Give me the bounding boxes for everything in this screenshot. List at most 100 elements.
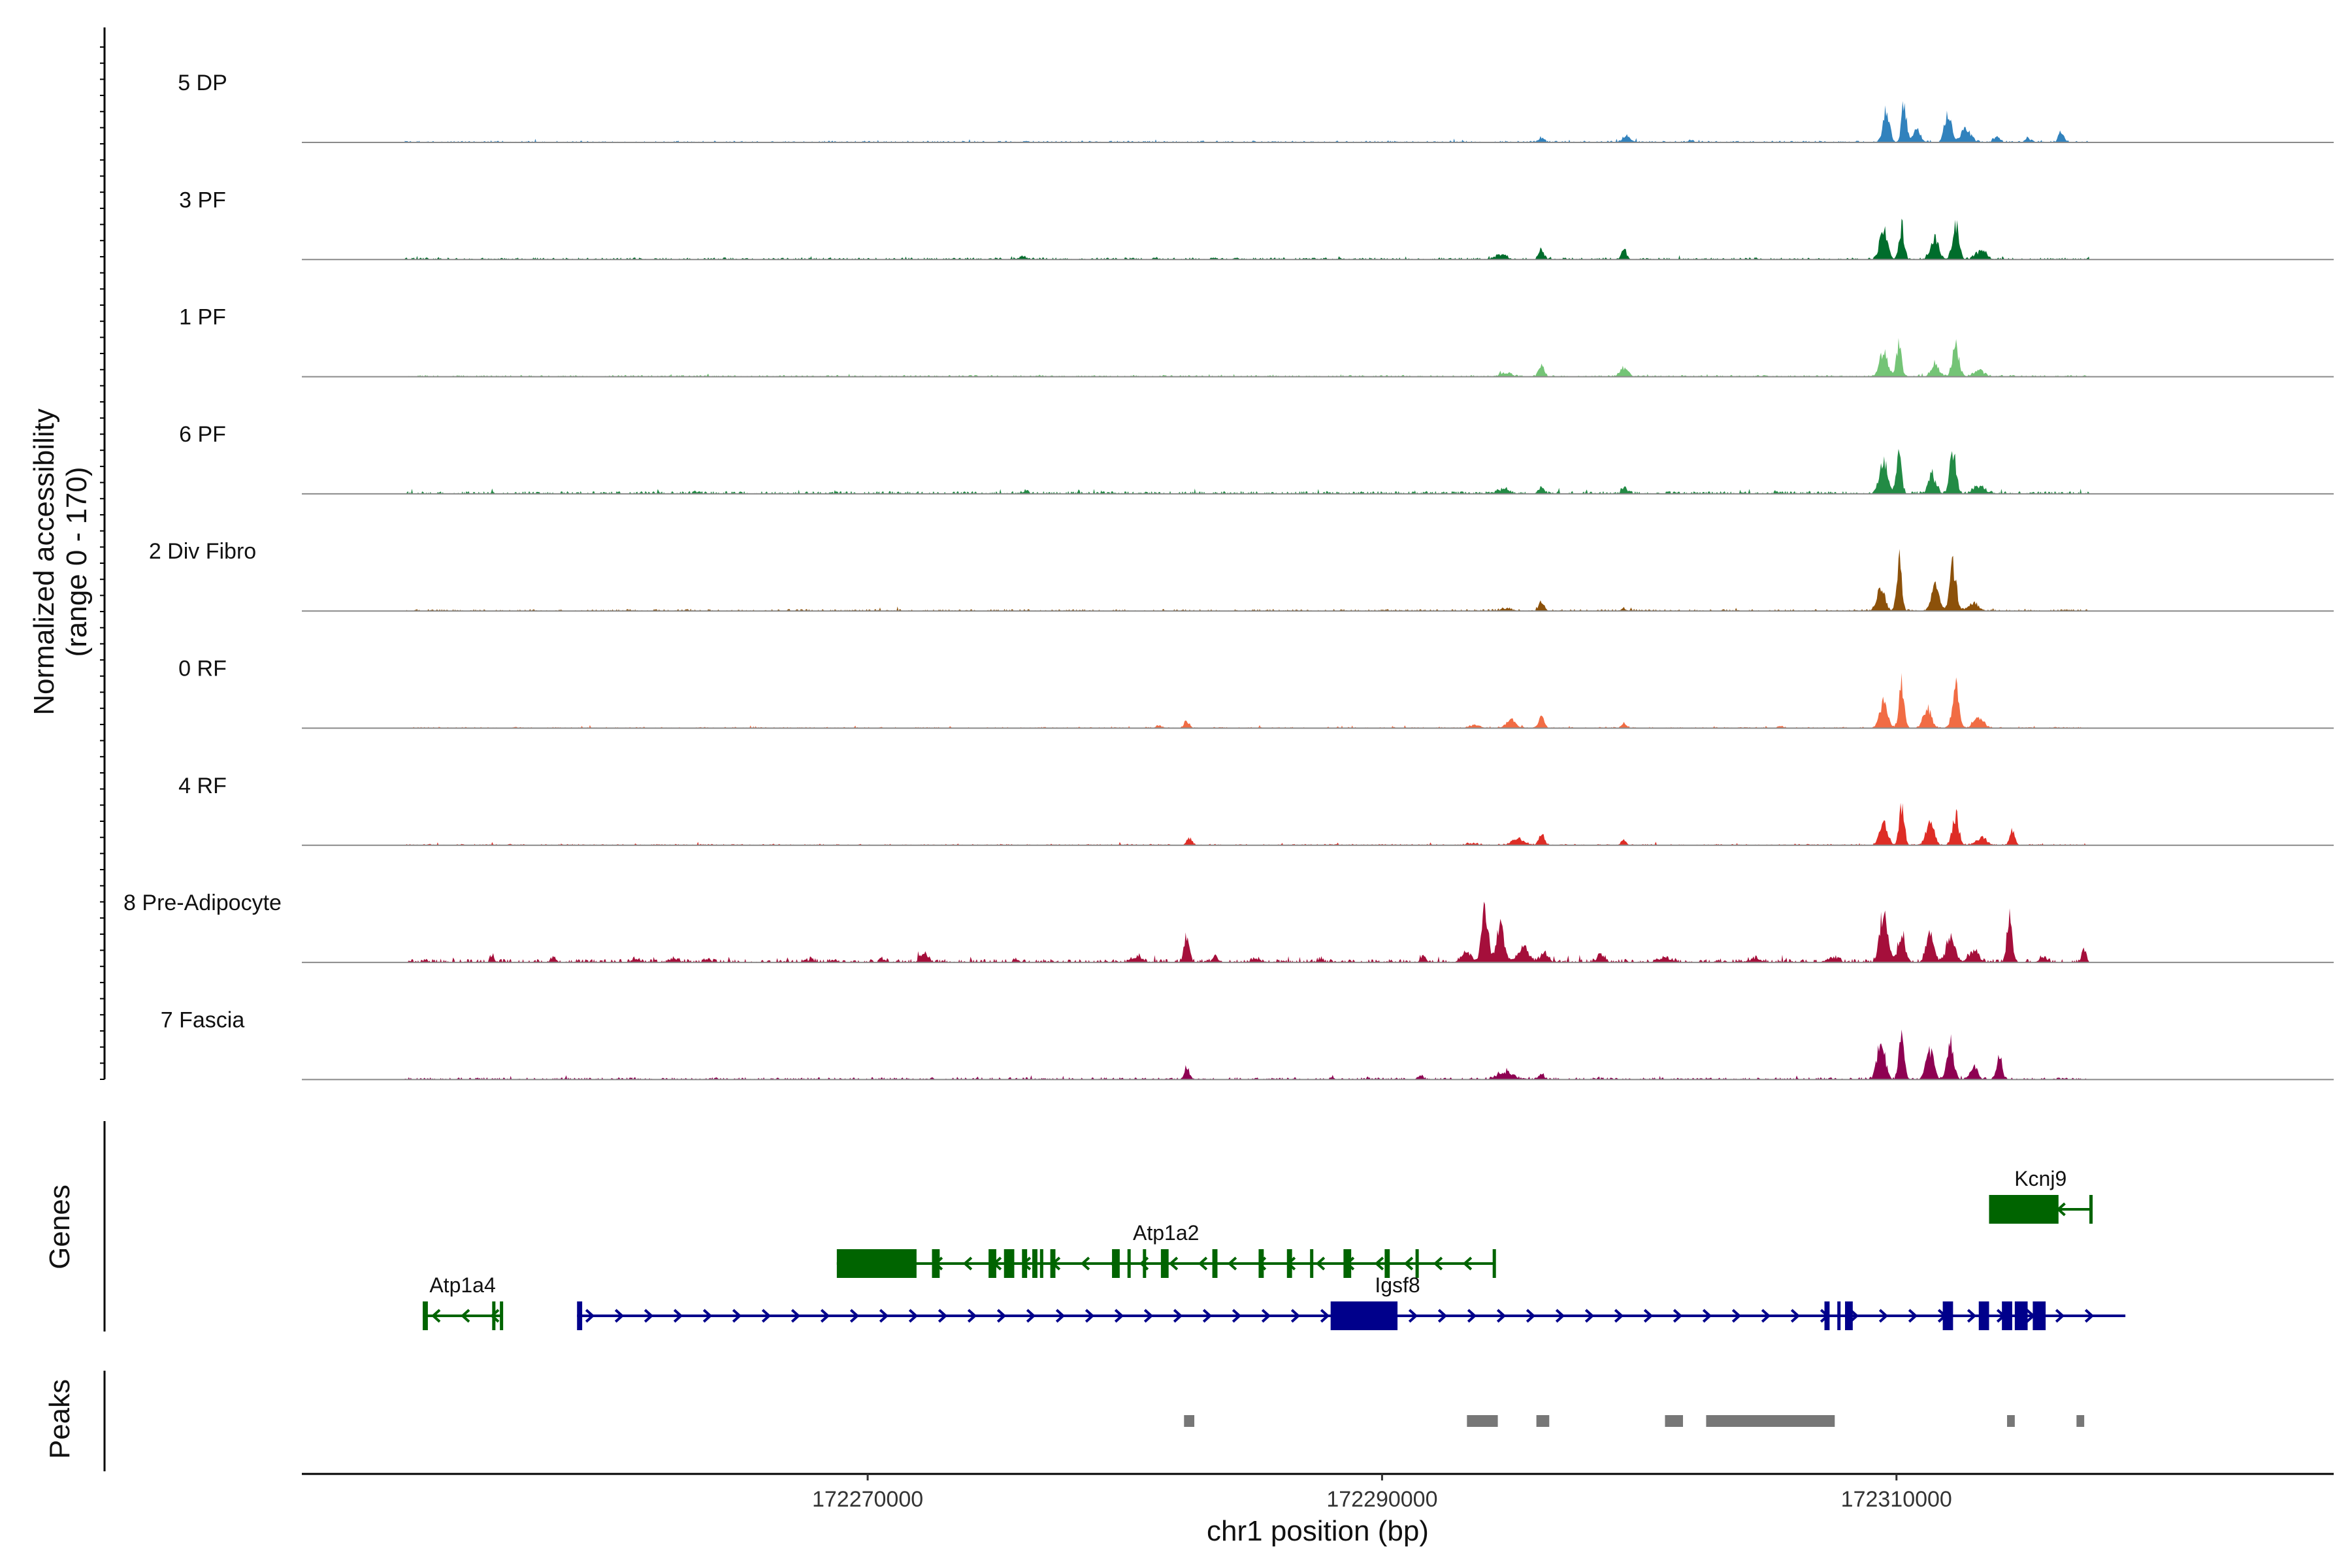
strand-arrow [1643, 1309, 1654, 1323]
gene-exon [492, 1301, 496, 1330]
gene-label: Atp1a2 [1133, 1221, 1199, 1245]
strand-arrow [1290, 1309, 1301, 1323]
gene-exon [1032, 1249, 1037, 1278]
gene-exon [1415, 1249, 1419, 1278]
coverage-area [404, 449, 2089, 494]
track-label: 1 PF [179, 305, 226, 330]
strand-arrow [1408, 1309, 1418, 1323]
peak-region [1184, 1415, 1195, 1427]
coverage-panel: 5 DP 3 PF 1 PF 6 PF 2 Div Fibro 0 RF 4 RF 8 Pre… [100, 27, 2334, 1081]
gene-exon [1112, 1249, 1120, 1278]
gene-exon [2089, 1195, 2093, 1224]
x-tick-label: 172310000 [1841, 1487, 1952, 1512]
strand-arrow [791, 1309, 801, 1323]
strand-arrow [431, 1309, 441, 1323]
strand-arrow [1555, 1309, 1565, 1323]
track-label: 8 Pre-Adipocyte [123, 890, 282, 915]
strand-arrow [614, 1309, 625, 1323]
strand-arrow [1908, 1309, 1918, 1323]
strand-arrow [2055, 1309, 2065, 1323]
strand-arrow [1261, 1309, 1271, 1323]
strand-arrow [732, 1309, 742, 1323]
gene-exon [1845, 1301, 1853, 1330]
strand-arrow [938, 1309, 948, 1323]
peak-region [1665, 1415, 1684, 1427]
coverage-area [404, 549, 2089, 612]
track-label: 2 Div Fibro [149, 539, 256, 564]
strand-arrow [967, 1309, 977, 1323]
gene-exon [1978, 1301, 1989, 1330]
strand-arrow [849, 1309, 860, 1323]
strand-arrow [1198, 1256, 1208, 1271]
gene-exon [1286, 1249, 1292, 1278]
track-3-pf: 3 PF [179, 188, 2334, 261]
track-label: 5 DP [178, 71, 227, 95]
x-tick-label: 172290000 [1326, 1487, 1437, 1512]
strand-arrow [1614, 1309, 1624, 1323]
strand-arrow [908, 1309, 919, 1323]
strand-arrow [1526, 1309, 1536, 1323]
track-0-rf: 0 RF [178, 657, 2334, 729]
y-axis-subtitle: (range 0 - 170) [61, 466, 93, 657]
strand-arrow [1143, 1309, 1154, 1323]
strand-arrow [1320, 1309, 1330, 1323]
peak-region [1536, 1415, 1550, 1427]
gene-atp1a4: Atp1a4 [423, 1273, 504, 1330]
strand-arrow [1114, 1309, 1124, 1323]
gene-exon [932, 1249, 940, 1278]
gene-label: Kcnj9 [2014, 1167, 2066, 1190]
strand-arrow [1232, 1309, 1242, 1323]
strand-arrow [1462, 1256, 1473, 1271]
strand-arrow [1673, 1309, 1683, 1323]
gene-exon [1824, 1301, 1830, 1330]
strand-arrow [1496, 1309, 1507, 1323]
gene-exon [1022, 1249, 1028, 1278]
gene-exon [1127, 1249, 1131, 1278]
coverage-area [404, 902, 2089, 963]
peak-region [2007, 1415, 2015, 1427]
track-label: 3 PF [179, 188, 226, 212]
track-5-dp: 5 DP [178, 71, 2334, 143]
gene-exon [1050, 1249, 1056, 1278]
coverage-area [404, 673, 2089, 728]
strand-arrow [761, 1309, 772, 1323]
strand-arrow [2084, 1309, 2095, 1323]
peaks-panel [103, 1371, 2085, 1471]
track-label: 0 RF [178, 657, 227, 681]
gene-exon [577, 1301, 583, 1330]
genes-panel: Kcnj9 Atp1a2 Igsf8 Atp1a4 [103, 1121, 2126, 1331]
gene-exon [2033, 1301, 2046, 1330]
coverage-area [404, 1029, 2089, 1080]
gene-exon [1942, 1301, 1953, 1330]
track-7-fascia: 7 Fascia [161, 1007, 2334, 1081]
gene-exon [1989, 1195, 2059, 1224]
strand-arrow [585, 1309, 595, 1323]
strand-arrow [461, 1309, 470, 1323]
strand-arrow [1202, 1309, 1213, 1323]
strand-arrow [996, 1309, 1007, 1323]
coverage-area [404, 218, 2089, 260]
track-label: 6 PF [179, 422, 226, 447]
strand-arrow [962, 1256, 973, 1271]
strand-arrow [879, 1309, 889, 1323]
peaks-panel-title: Peaks [44, 1379, 76, 1459]
strand-arrow [490, 1309, 500, 1323]
y-axis-title: Normalized accessibility [28, 408, 60, 715]
track-6-pf: 6 PF [179, 422, 2334, 495]
gene-exon [1492, 1249, 1496, 1278]
gene-exon [1343, 1249, 1352, 1278]
strand-arrow [1467, 1309, 1477, 1323]
track-label: 4 RF [178, 774, 227, 798]
gene-exon [423, 1301, 428, 1330]
gene-exon [1143, 1249, 1147, 1278]
gene-exon [1330, 1301, 1398, 1330]
strand-arrow [1437, 1309, 1448, 1323]
strand-arrow [1080, 1256, 1090, 1271]
gene-label: Atp1a4 [429, 1273, 495, 1297]
strand-arrow [1790, 1309, 1801, 1323]
coverage-area [404, 802, 2089, 845]
strand-arrow [644, 1309, 654, 1323]
strand-arrow [1374, 1256, 1384, 1271]
peak-region [1706, 1415, 1835, 1427]
